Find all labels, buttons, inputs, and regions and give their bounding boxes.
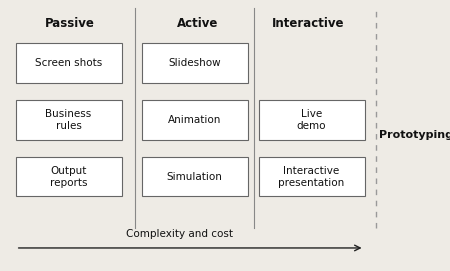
- Bar: [16, 100, 122, 140]
- Bar: [142, 43, 248, 83]
- Text: Slideshow: Slideshow: [168, 58, 221, 68]
- Text: Prototyping: Prototyping: [379, 131, 450, 140]
- Bar: [16, 43, 122, 83]
- Text: Screen shots: Screen shots: [35, 58, 102, 68]
- Text: Passive: Passive: [45, 17, 94, 30]
- Text: Complexity and cost: Complexity and cost: [126, 230, 234, 239]
- Bar: [142, 100, 248, 140]
- Text: Simulation: Simulation: [166, 172, 223, 182]
- Text: Active: Active: [177, 17, 219, 30]
- Text: Business
rules: Business rules: [45, 109, 92, 131]
- Text: Animation: Animation: [168, 115, 221, 125]
- Text: Interactive: Interactive: [272, 17, 345, 30]
- Bar: [259, 100, 365, 140]
- Text: Output
reports: Output reports: [50, 166, 87, 188]
- Bar: [259, 157, 365, 196]
- Text: Live
demo: Live demo: [297, 109, 326, 131]
- Bar: [16, 157, 122, 196]
- Text: Interactive
presentation: Interactive presentation: [279, 166, 345, 188]
- Bar: [142, 157, 248, 196]
